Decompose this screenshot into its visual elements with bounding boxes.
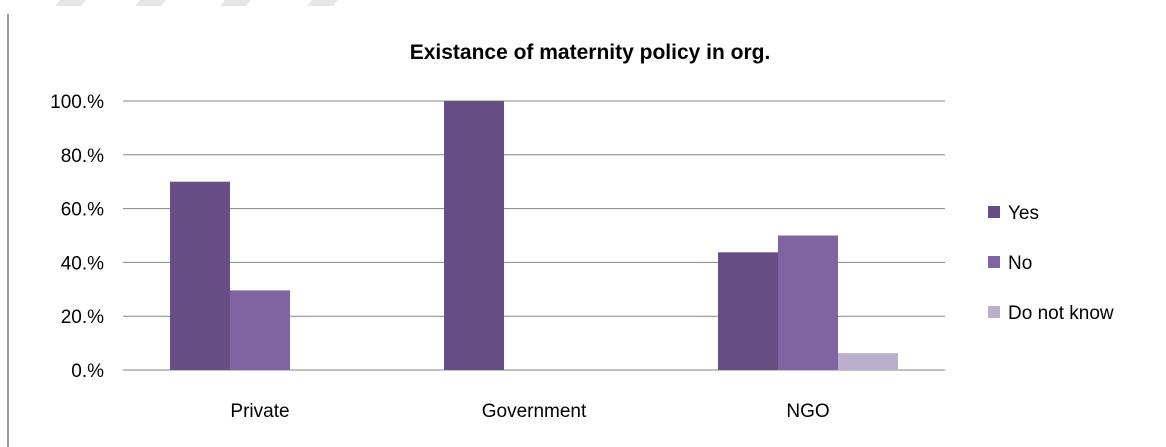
y-tick-label: 0.% (71, 361, 104, 382)
y-tick-label: 60.% (61, 200, 104, 221)
x-tick-label: NGO (786, 401, 829, 422)
bars (170, 101, 898, 370)
page-margin-rule (7, 14, 9, 447)
y-tick-label: 40.% (61, 253, 104, 274)
legend-swatch (988, 306, 1000, 318)
y-tick-label: 80.% (61, 146, 104, 167)
x-tick-label: Government (482, 401, 587, 422)
chart-title: Existance of maternity policy in org. (410, 41, 771, 64)
bar-no-ngo (778, 235, 838, 370)
legend-swatch (988, 206, 1000, 218)
legend: Yes No Do not know (988, 203, 1114, 324)
bar-yes-government (444, 101, 504, 370)
bar-yes-private (170, 181, 230, 370)
legend-label: Yes (1008, 203, 1039, 224)
y-tick-label: 100.% (50, 92, 104, 113)
x-tick-label: Private (230, 401, 289, 422)
x-axis-ticks: Private Government NGO (230, 401, 829, 422)
legend-label: No (1008, 253, 1032, 274)
bar-no-private (230, 290, 290, 370)
bar-yes-ngo (718, 252, 778, 370)
y-tick-label: 20.% (61, 307, 104, 328)
legend-swatch (988, 256, 1000, 268)
legend-label: Do not know (1008, 303, 1114, 324)
bar-do-not-know-ngo (838, 353, 898, 370)
y-axis-ticks: 0.% 20.% 40.% 60.% 80.% 100.% (50, 92, 104, 382)
